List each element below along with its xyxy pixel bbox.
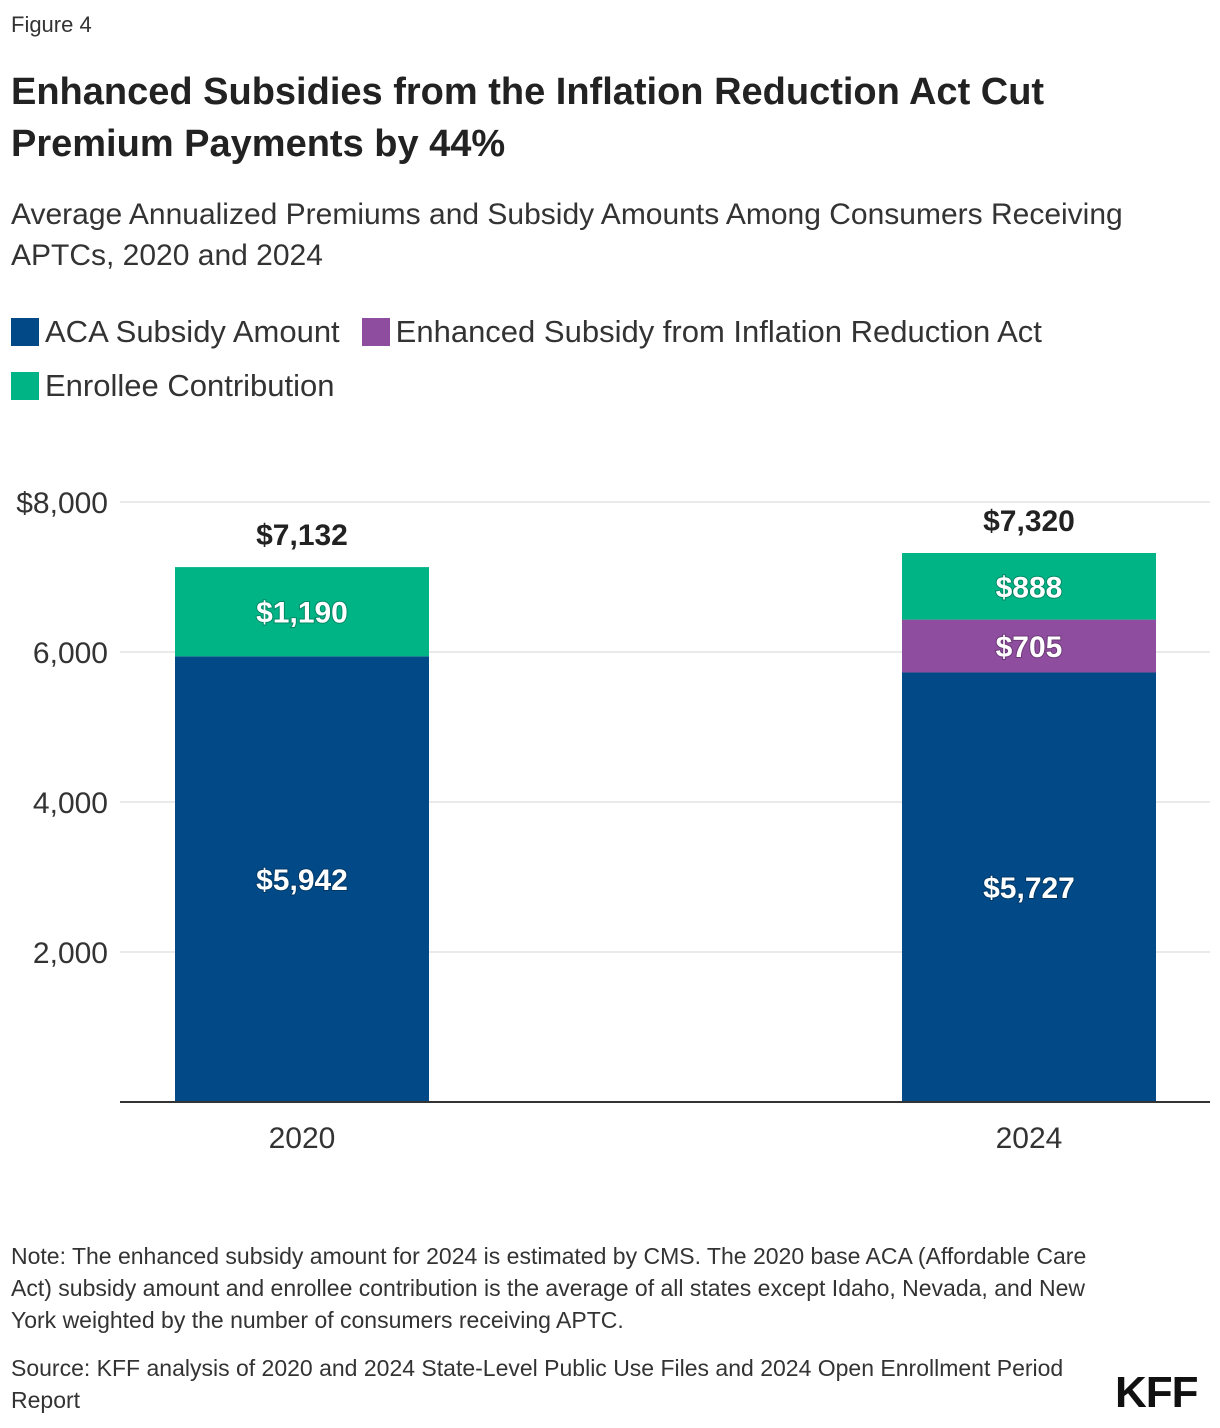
y-tick-label: $8,000: [16, 487, 108, 520]
chart-subtitle: Average Annualized Premiums and Subsidy …: [11, 198, 1123, 272]
kff-logo: KFF: [1115, 1368, 1199, 1417]
y-tick-label: 4,000: [33, 787, 108, 820]
legend-item-enrollee: Enrollee Contribution: [11, 368, 335, 404]
x-tick-label-2024: 2024: [996, 1122, 1063, 1155]
legend-swatch-enhanced: [361, 318, 390, 346]
y-tick-label: 2,000: [33, 937, 108, 970]
data-label-enrollee-2020: $1,190: [256, 597, 348, 630]
bar-segment-enrollee-2020: [175, 567, 429, 657]
data-label-enrollee-2024: $888: [996, 571, 1063, 604]
bar-segment-enrollee-2024: [902, 553, 1156, 620]
bar-segment-enhanced-2024: [902, 619, 1156, 673]
legend-swatch-enrollee: [11, 372, 39, 400]
data-label-aca-2020: $5,942: [256, 864, 348, 897]
stacked-bar-chart: 2,000 4,000 6,000 $8,000 $5,942 $1,190 $7,132 2…: [16, 487, 1210, 1155]
y-tick-label: 6,000: [33, 637, 108, 670]
legend-item-aca: ACA Subsidy Amount: [11, 314, 340, 350]
chart-note: Note: The enhanced subsidy amount for 20…: [11, 1243, 1087, 1333]
legend-label-aca: ACA Subsidy Amount: [45, 314, 340, 349]
legend-row: Enrollee Contribution: [11, 359, 1201, 413]
legend-label-enrollee: Enrollee Contribution: [45, 368, 335, 403]
data-label-aca-2024: $5,727: [983, 872, 1075, 905]
legend-row: ACA Subsidy Amount Enhanced Subsidy from…: [11, 305, 1201, 359]
legend-item-enhanced: Enhanced Subsidy from Inflation Reductio…: [361, 314, 1042, 350]
chart-source: Source: KFF analysis of 2020 and 2024 St…: [11, 1355, 1064, 1413]
total-label-2020: $7,132: [256, 519, 348, 552]
figure-label: Figure 4: [11, 12, 92, 37]
data-label-enhanced-2024: $705: [996, 631, 1063, 664]
x-tick-label-2020: 2020: [269, 1122, 336, 1155]
bar-segment-aca-2020: [175, 656, 429, 1102]
legend-label-enhanced: Enhanced Subsidy from Inflation Reductio…: [395, 314, 1042, 349]
bar-segment-aca-2024: [902, 672, 1156, 1102]
chart-title: Enhanced Subsidies from the Inflation Re…: [11, 71, 1045, 165]
total-label-2024: $7,320: [983, 505, 1075, 538]
legend: ACA Subsidy Amount Enhanced Subsidy from…: [11, 305, 1201, 413]
legend-swatch-aca: [11, 318, 39, 346]
